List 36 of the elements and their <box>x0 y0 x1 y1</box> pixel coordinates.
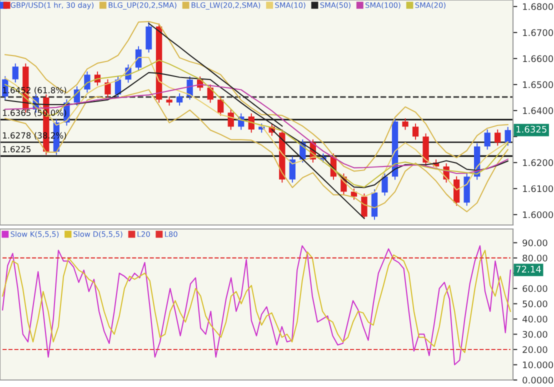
candlestick <box>176 92 183 106</box>
candlestick <box>494 129 501 146</box>
candlestick <box>402 118 408 130</box>
y-tick-label: 1.6700 <box>523 29 554 36</box>
y-tick-label: 50.00 <box>522 300 548 308</box>
ref-line-label: 1.6225 <box>2 146 30 152</box>
y-tick-label: 90.00 <box>522 239 548 246</box>
candlestick <box>484 129 490 150</box>
y-tick-label: 20.00 <box>522 346 548 354</box>
y-tick-label: 60.00 <box>522 285 548 292</box>
candlestick <box>218 96 224 116</box>
annotation: 72.14 <box>516 266 541 272</box>
candlestick <box>504 126 511 146</box>
y-tick-label: 1.6100 <box>523 185 554 192</box>
annotation: 1.6325 <box>516 126 546 133</box>
candlestick <box>104 78 111 98</box>
y-tick-label: 1.6200 <box>523 159 554 166</box>
candlestick <box>412 123 419 140</box>
y-tick-label: 1.6800 <box>523 3 554 10</box>
y-tick-label: 80.00 <box>522 254 548 262</box>
candlestick <box>361 193 368 219</box>
candlestick <box>146 21 152 54</box>
y-tick-label: 1.6000 <box>523 211 554 218</box>
y-tick-label: 30.00 <box>522 330 548 338</box>
y-tick-label: 40.00 <box>522 316 548 323</box>
candlestick <box>166 96 172 106</box>
candlestick <box>12 62 18 83</box>
candlestick <box>382 173 388 196</box>
y-tick-label: 1.6600 <box>523 55 554 62</box>
y-tick-label: 10.000 <box>523 361 554 368</box>
y-tick-label: 1.6500 <box>523 81 554 88</box>
line-series <box>148 22 283 127</box>
candlestick <box>84 71 90 94</box>
y-tick-label: 1.6400 <box>523 107 554 114</box>
y-tick-label: 0.0000 <box>522 376 554 384</box>
candlestick <box>289 156 296 184</box>
